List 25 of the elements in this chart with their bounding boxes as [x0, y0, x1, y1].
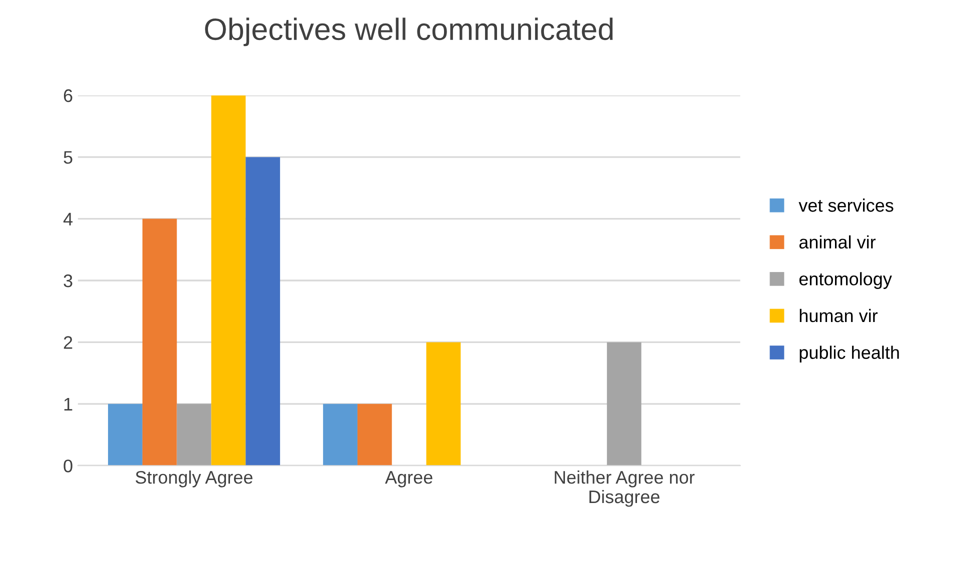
- bar: [357, 404, 392, 466]
- y-tick-label: 5: [64, 151, 72, 164]
- bar: [211, 95, 246, 466]
- bar: [108, 404, 142, 466]
- y-tick-label: 6: [64, 89, 72, 102]
- legend-label: vet services: [798, 198, 894, 212]
- x-tick-label: Strongly Agree: [136, 470, 252, 488]
- legend-label: human vir: [800, 308, 878, 322]
- x-tick-label: Agree: [385, 471, 432, 488]
- legend-label: public health: [800, 346, 899, 363]
- x-tick-label: Neither Agree nor Disagree: [554, 470, 695, 507]
- bar: [323, 404, 358, 466]
- bar: [246, 157, 280, 466]
- y-tick-label: 3: [64, 274, 72, 288]
- legend-label: entomology: [799, 272, 892, 289]
- y-tick-label: 2: [64, 336, 72, 349]
- bar: [426, 342, 461, 466]
- legend-label: animal vir: [799, 235, 876, 249]
- y-tick-label: 4: [63, 212, 73, 226]
- y-tick-label: 0: [64, 460, 72, 472]
- y-tick-label: 1: [64, 398, 72, 410]
- bar: [176, 404, 212, 466]
- bar: [142, 218, 177, 466]
- bar: [606, 342, 642, 466]
- chart-title: Objectives well communicated: [205, 18, 613, 46]
